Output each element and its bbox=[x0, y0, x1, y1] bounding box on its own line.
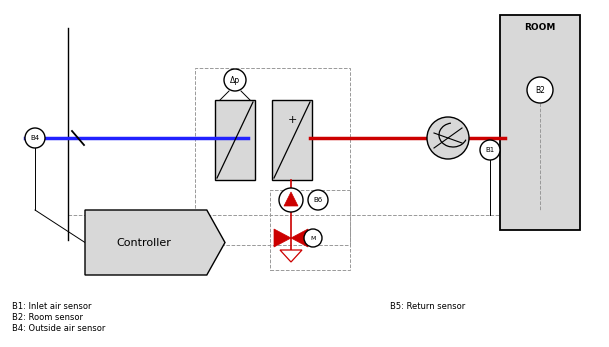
Bar bbox=[500, 15, 580, 230]
Circle shape bbox=[480, 140, 500, 160]
Polygon shape bbox=[291, 229, 308, 247]
Text: B4: Outside air sensor: B4: Outside air sensor bbox=[12, 324, 105, 333]
Text: B6: B6 bbox=[314, 197, 323, 203]
Bar bbox=[215, 100, 255, 180]
Circle shape bbox=[427, 117, 469, 159]
Polygon shape bbox=[274, 229, 291, 247]
Text: M: M bbox=[311, 236, 315, 240]
Text: B4: B4 bbox=[30, 135, 40, 141]
Circle shape bbox=[224, 69, 246, 91]
Polygon shape bbox=[284, 192, 298, 206]
Polygon shape bbox=[85, 210, 225, 275]
Text: B1: B1 bbox=[485, 147, 495, 153]
Text: Δp: Δp bbox=[230, 76, 240, 85]
Text: Controller: Controller bbox=[116, 237, 171, 247]
Text: B1: Inlet air sensor: B1: Inlet air sensor bbox=[12, 302, 91, 311]
Text: B2: B2 bbox=[535, 85, 545, 94]
Text: B5: Return sensor: B5: Return sensor bbox=[390, 302, 465, 311]
Text: ROOM: ROOM bbox=[524, 23, 555, 32]
Circle shape bbox=[25, 128, 45, 148]
Circle shape bbox=[304, 229, 322, 247]
Bar bbox=[270, 190, 350, 270]
Polygon shape bbox=[280, 250, 302, 262]
Bar bbox=[195, 68, 350, 245]
Circle shape bbox=[527, 77, 553, 103]
Text: +: + bbox=[287, 115, 297, 125]
Bar bbox=[272, 100, 312, 180]
Circle shape bbox=[308, 190, 328, 210]
Text: B2: Room sensor: B2: Room sensor bbox=[12, 313, 83, 322]
Circle shape bbox=[279, 188, 303, 212]
